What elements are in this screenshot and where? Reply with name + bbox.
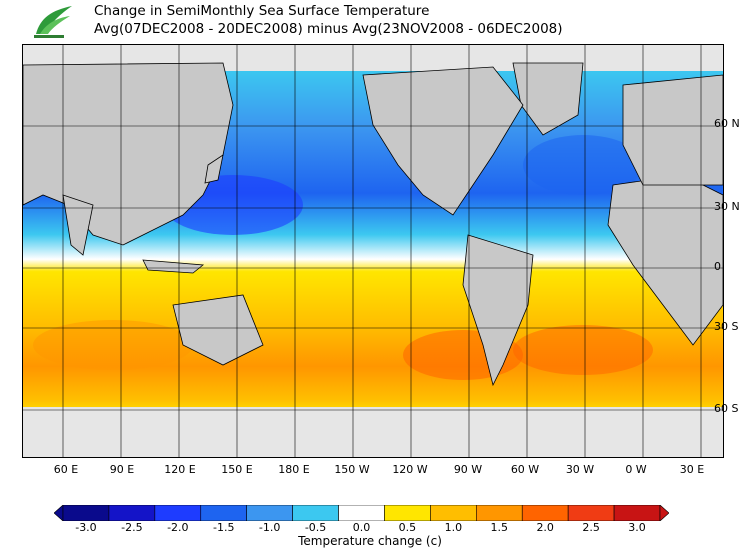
lon-label: 0 W: [625, 463, 647, 476]
lon-label: 30 E: [679, 463, 705, 476]
colorbar-tick-label: -1.5: [212, 521, 235, 534]
colorbar-tick-label: -3.0: [75, 521, 97, 534]
lon-label: 120 E: [164, 463, 196, 476]
lat-label-0: 0: [714, 260, 721, 273]
colorbar-tick-label: 1.0: [444, 521, 463, 534]
colorbar-cell: [200, 505, 247, 521]
colorbar-cell: [521, 505, 569, 521]
colorbar-cell: [567, 505, 615, 521]
colorbar-cell: [292, 505, 339, 521]
logo-icon: [34, 6, 72, 38]
colorbar-tick-label: 0.0: [352, 521, 371, 534]
colorbar-tick-label: 1.5: [490, 521, 509, 534]
lon-label: 90 E: [109, 463, 135, 476]
colorbar-cell: [338, 505, 385, 521]
colorbar-tick-label: 2.0: [536, 521, 554, 534]
lon-label: 60 W: [510, 463, 540, 476]
lat-label-60s: 60 S: [714, 402, 739, 415]
colorbar-cell: [384, 505, 431, 521]
colorbar-tick-label: -0.5: [304, 521, 327, 534]
colorbar-tick-label: -2.0: [167, 521, 189, 534]
lon-label: 150 W: [334, 463, 370, 476]
lat-label-60n: 60 N: [714, 117, 740, 130]
chart-subtitle: Avg(07DEC2008 - 20DEC2008) minus Avg(23N…: [94, 21, 563, 37]
colorbar-tick-label: -2.5: [121, 521, 143, 534]
colorbar-cell: [430, 505, 477, 521]
lat-label-30s: 30 S: [714, 320, 739, 333]
colorbar-cell: [613, 505, 661, 521]
colorbar-tick-label: 0.5: [398, 521, 417, 534]
lon-label: 60 E: [53, 463, 79, 476]
graticule: [23, 45, 723, 457]
colorbar-arrow-left: [54, 505, 64, 521]
colorbar-caption: Temperature change (c): [298, 534, 442, 548]
map-canvas: [23, 45, 723, 457]
colorbar: [54, 505, 669, 521]
lon-label: 180 E: [278, 463, 310, 476]
colorbar-arrow-right: [659, 505, 669, 521]
lon-label: 90 W: [453, 463, 483, 476]
lon-label: 120 W: [392, 463, 428, 476]
land-masses: [23, 62, 723, 387]
colorbar-tick-label: 3.0: [628, 521, 646, 534]
colorbar-cell: [154, 505, 202, 521]
colorbar-tick-label: -1.0: [258, 521, 281, 534]
colorbar-cell: [246, 505, 293, 521]
colorbar-cell: [108, 505, 156, 521]
colorbar-cell: [62, 505, 110, 521]
colorbar-tick-label: 2.5: [582, 521, 600, 534]
lon-label: 30 W: [565, 463, 595, 476]
lat-label-30n: 30 N: [714, 200, 740, 213]
lon-label: 150 E: [221, 463, 253, 476]
sst-change-map: [22, 44, 724, 458]
chart-title: Change in SemiMonthly Sea Surface Temper…: [94, 3, 430, 19]
colorbar-cell: [476, 505, 523, 521]
